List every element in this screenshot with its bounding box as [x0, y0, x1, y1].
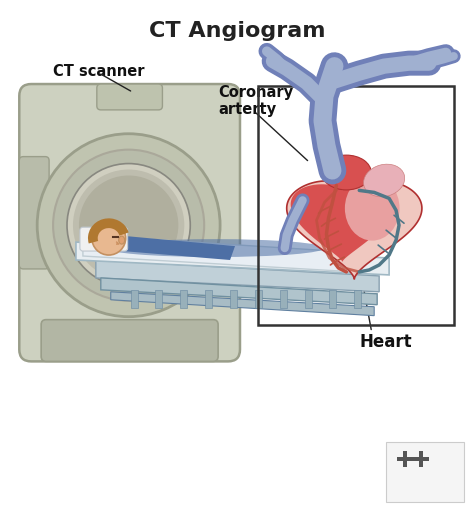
Bar	[329, 290, 337, 308]
Text: Coronary
arterty: Coronary arterty	[218, 85, 293, 117]
Bar	[205, 290, 212, 308]
Ellipse shape	[106, 239, 325, 257]
Polygon shape	[291, 184, 394, 262]
Bar	[255, 290, 262, 308]
Text: CT Angiogram: CT Angiogram	[149, 21, 325, 42]
FancyBboxPatch shape	[386, 442, 464, 502]
Circle shape	[53, 150, 204, 301]
Polygon shape	[101, 278, 377, 305]
Ellipse shape	[321, 155, 371, 190]
Bar	[280, 290, 287, 308]
Bar	[419, 451, 423, 467]
Text: Cleveland
Clinic
©2022: Cleveland Clinic ©2022	[402, 468, 447, 498]
Bar	[258, 86, 454, 324]
Bar	[155, 290, 163, 308]
Polygon shape	[76, 242, 389, 275]
Bar	[305, 290, 311, 308]
Bar	[397, 457, 413, 461]
Ellipse shape	[118, 236, 125, 244]
Circle shape	[67, 164, 190, 287]
Bar	[403, 451, 407, 467]
Polygon shape	[287, 181, 422, 279]
Bar	[180, 290, 187, 308]
Bar	[354, 290, 361, 308]
Polygon shape	[83, 235, 355, 272]
Ellipse shape	[364, 164, 405, 197]
Circle shape	[37, 134, 220, 317]
Text: CT scanner: CT scanner	[53, 63, 145, 79]
Text: Heart: Heart	[359, 332, 412, 350]
Ellipse shape	[345, 176, 400, 241]
Polygon shape	[111, 292, 374, 316]
FancyBboxPatch shape	[19, 157, 49, 269]
Circle shape	[73, 170, 184, 281]
Polygon shape	[96, 260, 379, 292]
Bar	[230, 290, 237, 308]
Circle shape	[79, 175, 178, 275]
Polygon shape	[111, 235, 235, 260]
Circle shape	[92, 221, 126, 255]
Bar	[131, 290, 137, 308]
FancyBboxPatch shape	[80, 227, 128, 251]
FancyBboxPatch shape	[41, 320, 218, 361]
FancyBboxPatch shape	[97, 84, 163, 110]
Bar	[413, 457, 429, 461]
FancyBboxPatch shape	[19, 84, 240, 361]
